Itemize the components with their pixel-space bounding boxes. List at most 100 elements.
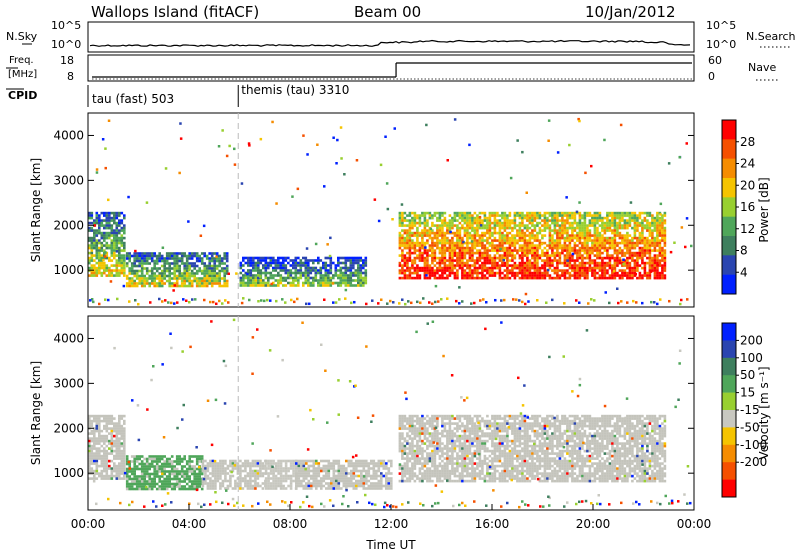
heatmap-cell-region-3: [431, 229, 434, 232]
heatmap-cell-region-3: [403, 229, 407, 232]
heatmap-cell-region-0: [98, 472, 101, 475]
heatmap-cell-region-2: [292, 264, 295, 267]
heatmap-cell-region-2: [229, 474, 232, 478]
heatmap-cell-region-1: [163, 472, 166, 476]
heatmap-cell-region-3: [438, 216, 442, 220]
heatmap-cell-region-0: [90, 249, 94, 252]
heatmap-cell-region-3: [616, 221, 619, 225]
heatmap-cell-region-3: [498, 271, 502, 275]
heatmap-cell-region-3: [661, 229, 664, 232]
heatmap-cell-region-3: [578, 264, 582, 267]
heatmap-cell-region-3: [636, 236, 639, 240]
heatmap-cell-region-3: [289, 484, 293, 488]
heatmap-cell-region-1: [158, 257, 161, 260]
heatmap-cell-region-1: [143, 482, 146, 486]
heatmap-cell-region-3: [616, 226, 619, 230]
heatmap-cell-region-3: [423, 271, 427, 275]
heatmap-cell-region-1: [155, 254, 159, 258]
heatmap-cell-region-0: [93, 462, 96, 465]
heatmap-cell-region-4: [322, 464, 326, 468]
heatmap-cell-region-3: [551, 244, 554, 247]
heatmap-cell-region-3: [596, 226, 599, 230]
heatmap-cell-region-1: [198, 254, 201, 258]
heatmap-cell-region-3: [646, 221, 649, 225]
heatmap-cell-sparse: [187, 268, 191, 272]
heatmap-cell-region-3: [591, 261, 594, 265]
heatmap-cell-region-3: [648, 256, 652, 260]
heatmap-cell-region-0: [105, 219, 109, 222]
heatmap-cell-near-range: [167, 301, 170, 304]
heatmap-cell-region-1: [188, 462, 191, 466]
heatmap-cell-region-0: [103, 434, 106, 438]
heatmap-cell-region-3: [646, 249, 649, 252]
heatmap-cell-region-4: [335, 474, 338, 478]
heatmap-cell-sparse: [305, 247, 309, 250]
heatmap-cell-region-2: [329, 261, 333, 265]
heatmap-cell-region-2: [282, 266, 285, 270]
heatmap-cell-region-0: [98, 442, 101, 445]
heatmap-cell-region-3: [431, 221, 434, 225]
heatmap-cell-region-2: [252, 279, 255, 282]
heatmap-cell-region-3: [658, 261, 662, 265]
heatmap-cell-sparse: [107, 198, 110, 202]
heatmap-cell-region-3: [538, 269, 542, 272]
heatmap-cell-region-3: [441, 214, 444, 217]
heatmap-cell-region-3: [531, 214, 534, 217]
heatmap-cell-region-2: [344, 274, 348, 277]
heatmap-cell-region-3: [501, 244, 504, 247]
heatmap-cell-region-3: [651, 269, 654, 272]
heatmap-cell-near-range: [137, 302, 140, 306]
heatmap-cell-region-3: [578, 241, 582, 245]
heatmap-cell-region-1: [133, 480, 136, 483]
heatmap-cell-region-2: [337, 276, 340, 280]
colorbar-tick-label: 8: [740, 244, 748, 258]
heatmap-cell-region-3: [643, 271, 647, 275]
heatmap-cell-region-1: [138, 457, 141, 461]
heatmap-cell-region-4: [320, 479, 323, 483]
heatmap-cell-region-4: [325, 467, 328, 470]
heatmap-cell-region-3: [468, 269, 472, 272]
heatmap-cell-region-1: [133, 472, 136, 476]
heatmap-cell-region-3: [416, 234, 419, 237]
heatmap-cell-region-3: [468, 266, 472, 270]
heatmap-cell-region-3: [626, 261, 629, 265]
heatmap-cell-region-1: [128, 257, 131, 260]
heatmap-cell-region-1: [220, 269, 224, 273]
heatmap-cell-region-3: [272, 459, 275, 463]
heatmap-cell-region-3: [521, 259, 524, 262]
heatmap-cell-region-1: [153, 277, 156, 280]
heatmap-cell-region-1: [193, 475, 196, 478]
heatmap-cell-region-3: [648, 261, 652, 265]
heatmap-cell-region-3: [563, 236, 567, 240]
heatmap-cell-region-1: [175, 274, 179, 278]
heatmap-cell-region-1: [125, 460, 129, 463]
heatmap-cell-region-3: [611, 211, 614, 215]
heatmap-cell-region-3: [651, 214, 654, 217]
heatmap-cell-region-1: [213, 272, 216, 275]
heatmap-cell-region-1: [145, 269, 149, 273]
heatmap-cell-region-2: [287, 281, 290, 285]
heatmap-cell-region-3: [588, 211, 592, 215]
heatmap-cell-region-0: [93, 442, 96, 445]
heatmap-cell-region-3: [406, 244, 409, 247]
heatmap-cell-region-4: [312, 484, 316, 488]
heatmap-cell-region-3: [623, 254, 627, 257]
heatmap-cell-region-3: [279, 472, 283, 475]
heatmap-cell-region-3: [426, 271, 429, 275]
heatmap-cell-region-3: [274, 464, 278, 468]
heatmap-cell-region-3: [413, 256, 417, 260]
heatmap-cell-region-3: [466, 276, 469, 280]
heatmap-cell-sparse: [109, 280, 113, 283]
heatmap-cell-region-3: [413, 269, 417, 272]
heatmap-cell-region-4: [327, 469, 331, 473]
heatmap-cell-region-3: [468, 211, 472, 215]
heatmap-cell-region-0: [88, 419, 91, 423]
heatmap-cell-region-3: [541, 259, 544, 262]
heatmap-cell-region-3: [588, 221, 592, 225]
heatmap-cell-region-3: [538, 266, 542, 270]
heatmap-cell-region-3: [618, 226, 622, 230]
heatmap-cell-region-3: [613, 249, 617, 252]
heatmap-cell-region-2: [362, 281, 365, 285]
heatmap-cell-region-1: [193, 465, 196, 468]
heatmap-cell-region-0: [100, 219, 104, 222]
